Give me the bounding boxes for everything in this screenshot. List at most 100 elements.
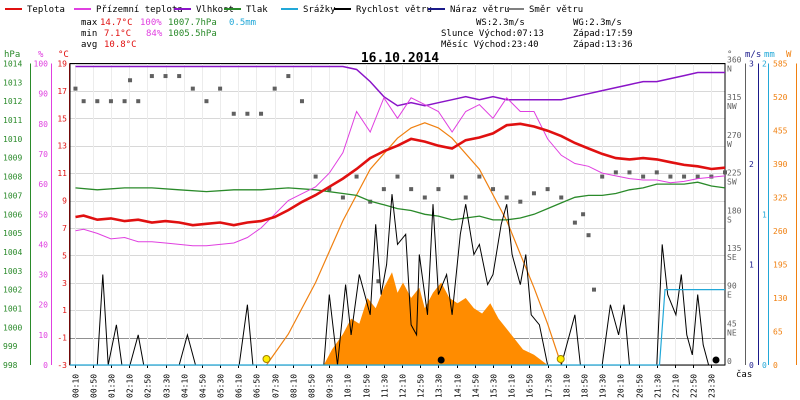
- moonset-marker: [437, 356, 445, 364]
- temp-tick-label: 5: [62, 251, 67, 260]
- stats-min-hum: 84%: [146, 29, 163, 39]
- wind-direction-point: [204, 99, 209, 104]
- w-tick-label: 390: [773, 160, 788, 169]
- dir-tick-label: E: [727, 291, 732, 300]
- x-tick-label: 13:30: [435, 374, 444, 398]
- hpa-tick-label: 999: [3, 342, 18, 351]
- stats-max-label: max: [81, 18, 98, 28]
- temperature-line: [75, 122, 726, 227]
- pct-unit: %: [38, 50, 44, 60]
- pct-tick-label: 20: [38, 301, 48, 310]
- wind-direction-point: [613, 170, 618, 175]
- deg-tick-label: 360: [727, 56, 742, 65]
- wind-direction-point: [709, 174, 714, 179]
- x-tick-label: 02:50: [144, 374, 153, 398]
- stats-moonset: Západ:13:36: [573, 40, 633, 50]
- pressure-line: [75, 181, 726, 221]
- wind-direction-point: [518, 199, 523, 204]
- wind-direction-point: [641, 174, 646, 179]
- wind-direction-point: [436, 187, 441, 192]
- sunrise-marker: [262, 355, 271, 363]
- x-tick-label: 06:50: [253, 374, 262, 398]
- hpa-tick-label: 1008: [3, 173, 22, 182]
- hpa-tick-label: 1001: [3, 304, 22, 313]
- wind-direction-point: [340, 195, 345, 200]
- legend-label-7: Směr větru: [529, 5, 583, 15]
- x-tick-label: 09:30: [326, 374, 335, 398]
- temp-tick-label: -3: [57, 361, 67, 370]
- ms-tick-label: 2: [749, 160, 754, 169]
- wind-direction-point: [73, 86, 78, 91]
- w-tick-label: 325: [773, 194, 788, 203]
- stats-avg-temp: 10.8°C: [104, 40, 137, 50]
- x-tick-label: 08:50: [308, 374, 317, 398]
- wind-direction-point: [149, 74, 154, 79]
- wind-direction-point: [723, 170, 727, 175]
- wind-direction-point: [272, 86, 277, 91]
- x-tick-label: 04:10: [181, 374, 190, 398]
- stats-max-hum: 100%: [140, 18, 162, 28]
- hpa-tick-label: 1007: [3, 191, 22, 200]
- wind-direction-point: [81, 99, 86, 104]
- temp-tick-label: 13: [57, 142, 67, 151]
- w-tick-label: 130: [773, 294, 788, 303]
- x-tick-label: 05:30: [217, 374, 226, 398]
- wind-direction-point: [581, 212, 586, 217]
- x-tick-label: 14:50: [472, 374, 481, 398]
- x-tick-label: 22:10: [672, 374, 681, 398]
- hpa-tick-label: 1003: [3, 267, 22, 276]
- x-tick-label: 12:50: [417, 374, 426, 398]
- x-tick-label: 06:10: [235, 374, 244, 398]
- stats-sun: Slunce Východ:07:13: [441, 29, 544, 39]
- wind-direction-point: [128, 78, 133, 83]
- pct-tick-label: 10: [38, 331, 48, 340]
- stats-max-temp: 14.7°C: [100, 18, 133, 28]
- hpa-tick-label: 1002: [3, 286, 22, 295]
- x-tick-label: 08:10: [290, 374, 299, 398]
- hpa-tick-label: 1000: [3, 323, 22, 332]
- wind-direction-point: [545, 187, 550, 192]
- deg-unit: °: [727, 50, 732, 60]
- w-tick-label: 65: [773, 328, 783, 337]
- wind-direction-point: [682, 174, 687, 179]
- stats-min-temp: 7.1°C: [104, 29, 131, 39]
- wind-direction-point: [668, 174, 673, 179]
- mm-tick-label: 0: [762, 361, 767, 370]
- wind-direction-point: [586, 233, 591, 238]
- temp-unit: °C: [58, 50, 69, 60]
- wind-direction-point: [95, 99, 100, 104]
- temp-tick-label: -1: [57, 334, 67, 343]
- hpa-tick-label: 1005: [3, 229, 22, 238]
- x-tick-label: 02:10: [126, 374, 135, 398]
- plot-area: [70, 65, 727, 366]
- wind-direction-point: [491, 187, 496, 192]
- dir-tick-label: SW: [727, 178, 737, 187]
- x-tick-label: 00:50: [90, 374, 99, 398]
- wind-direction-point: [409, 187, 414, 192]
- stats-avg-label: avg: [81, 40, 97, 50]
- solar-radiation-area: [323, 272, 548, 365]
- x-tick-label: 20:50: [636, 374, 645, 398]
- x-tick-label: 03:30: [163, 374, 172, 398]
- deg-tick-label: 0: [727, 357, 732, 366]
- mm-tick-label: 2: [762, 60, 767, 69]
- temp-tick-label: 1: [62, 306, 67, 315]
- deg-tick-label: 270: [727, 131, 742, 140]
- wind-direction-point: [354, 174, 359, 179]
- deg-tick-label: 135: [727, 244, 742, 253]
- wind-direction-point: [627, 170, 632, 175]
- legend-label-0: Teplota: [27, 5, 65, 15]
- wind-direction-point: [422, 195, 427, 200]
- stats-block: max 14.7°C 100% 1007.7hPa 0.5mm min 7.1°…: [81, 18, 633, 50]
- mm-unit: mm: [764, 50, 775, 60]
- x-tick-label: 11:30: [381, 374, 390, 398]
- legend-label-2: Vlhkost: [196, 5, 234, 15]
- legend-label-1: Přízemní teplota: [96, 5, 183, 15]
- x-tick-label: 18:50: [581, 374, 590, 398]
- dir-tick-label: NW: [727, 102, 737, 111]
- pct-tick-label: 60: [38, 180, 48, 189]
- chart-title: 16.10.2014: [361, 51, 439, 66]
- humidity-line: [75, 65, 725, 107]
- w-unit: W: [786, 50, 792, 60]
